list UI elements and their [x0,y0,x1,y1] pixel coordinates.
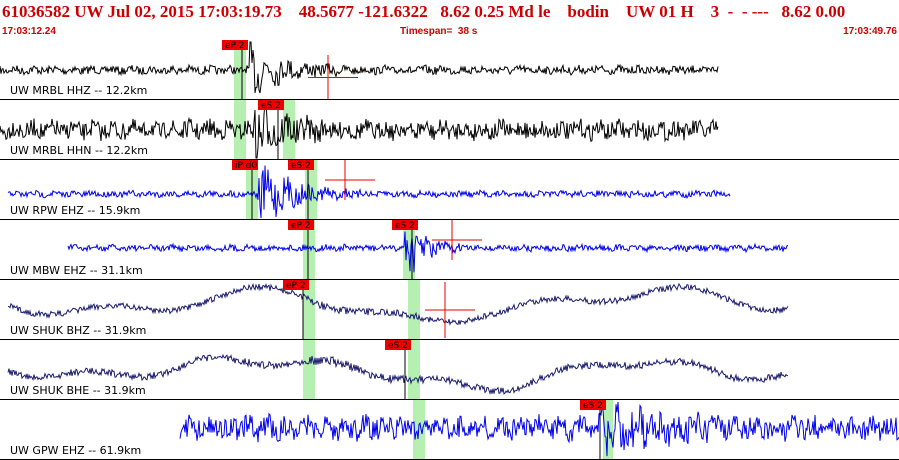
pick-band [303,340,315,400]
waveform-trace [0,102,719,159]
pick-band [303,220,315,280]
seismogram-canvas[interactable]: eP 2 UW MRBL HHZ -- 12.2km eS 2 UW MRBL HHN… [0,40,899,460]
waveform-panels[interactable]: eP 2 UW MRBL HHZ -- 12.2km eS 2 UW MRBL HHN… [0,40,899,460]
end-time: 17:03:49.76 [843,26,897,37]
pick-flag-label: eS 2 [291,161,311,171]
pick-flag-box [283,280,309,290]
pick-flag: eS 2 [288,160,314,220]
pick-flag: eS 2 [580,400,606,460]
trace-panel[interactable]: eP 2 UW MRBL HHZ -- 12.2km [0,40,899,100]
pick-flag-label: eS 2 [388,341,408,351]
trace-panel[interactable]: eP 2 eS 2 UW MBW EHZ -- 31.1km [0,220,899,280]
pick-flag: eS 2 [392,220,418,280]
pick-band [303,280,315,340]
trace-panel[interactable]: eP 2 UW SHUK BHZ -- 31.9km [0,280,899,340]
pick-band [408,340,420,400]
waveform-trace [7,353,789,396]
event-title: 61036582 UW Jul 02, 2015 17:03:19.73 48.… [2,2,846,21]
start-time: 17:03:12.24 [2,26,56,37]
pick-flag: eP 2 [288,220,314,280]
pick-flag-label: eP 2 [291,221,311,231]
trace-label: UW MRBL HHZ -- 12.2km [10,84,147,97]
waveform-trace [0,41,719,94]
trace-label: UW MRBL HHN -- 12.2km [10,144,148,157]
waveform-trace [179,401,899,457]
trace-label: UW SHUK BHZ -- 31.9km [10,324,146,337]
pick-flag-box [222,40,248,50]
waveform-trace [7,282,789,326]
timespan: Timespan= 38 s [400,26,478,37]
trace-label: UW GPW EHZ -- 61.9km [10,444,141,457]
trace-panel[interactable]: eS 2 UW GPW EHZ -- 61.9km [0,400,899,460]
trace-label: UW MBW EHZ -- 31.1km [10,264,143,277]
trace-panel[interactable]: eS 2 UW MRBL HHN -- 12.2km [0,100,899,160]
event-header: 61036582 UW Jul 02, 2015 17:03:19.73 48.… [0,0,899,40]
pick-flag-box [288,160,314,170]
pick-flag-label: eS 2 [395,221,415,231]
pick-flag-box [288,220,314,230]
pick-flag-box [232,160,258,170]
pick-flag-box [385,340,411,350]
pick-flag-label: eP 2 [286,281,306,291]
trace-label: UW SHUK BHE -- 31.9km [10,384,146,397]
pick-flag: iP d0 [232,160,258,220]
pick-flag-box [580,400,606,410]
waveform-trace [7,165,731,219]
trace-panel[interactable]: iP d0 eS 2 UW RPW EHZ -- 15.9km [0,160,899,220]
waveform-trace [67,231,789,273]
pick-band [283,100,295,160]
pick-flag-box [258,100,284,110]
pick-flag-label: iP d0 [235,161,258,171]
pick-flag-box [392,220,418,230]
pick-flag-label: eS 2 [583,401,603,411]
pick-flag: eP 2 [283,280,309,340]
trace-label: UW RPW EHZ -- 15.9km [10,204,140,217]
pick-flag-label: eS 2 [261,101,281,111]
pick-band [408,280,420,340]
pick-flag: eP 2 [222,40,248,100]
pick-flag-label: eP 2 [225,41,245,51]
pick-flag: eS 2 [258,100,284,160]
trace-panel[interactable]: eS 2 UW SHUK BHE -- 31.9km [0,340,899,400]
pick-flag: eS 2 [385,340,411,400]
